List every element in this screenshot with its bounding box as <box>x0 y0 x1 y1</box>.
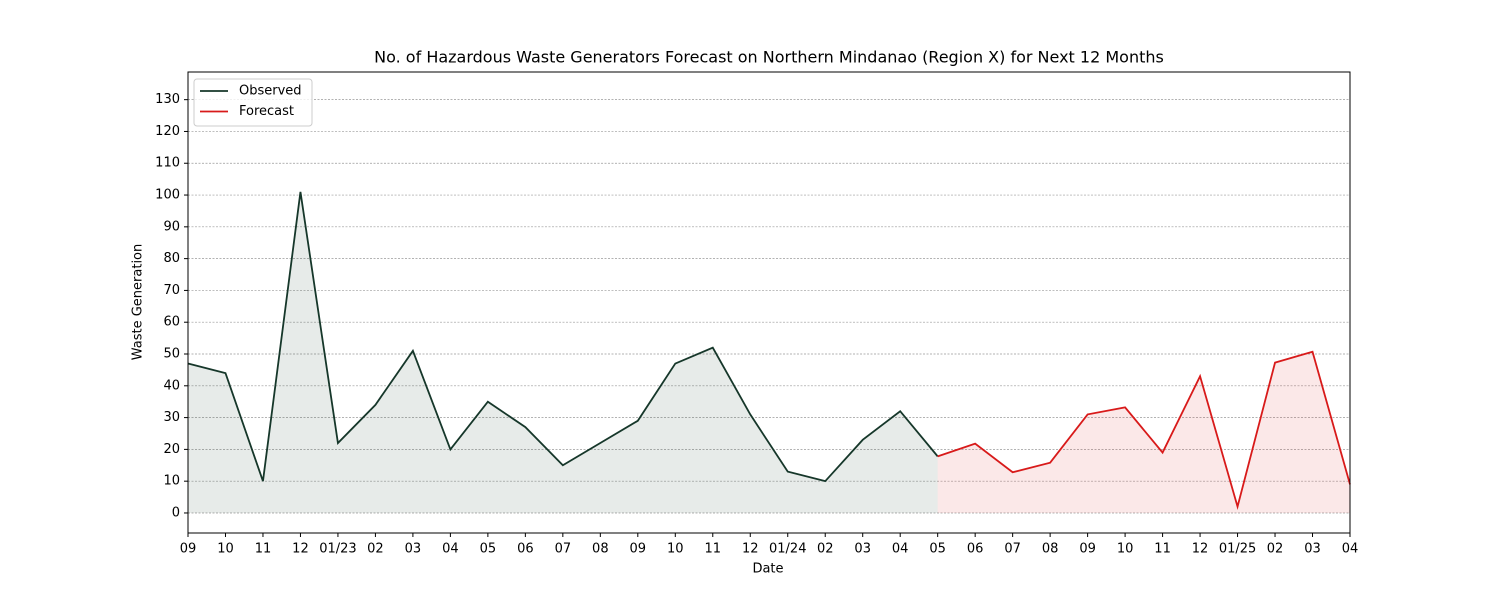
y-tick-label: 0 <box>172 505 180 520</box>
x-tick-label: 02 <box>1267 542 1284 557</box>
area <box>188 191 938 513</box>
plot-frame <box>187 71 1351 534</box>
y-axis-label: Waste Generation <box>131 244 146 361</box>
x-tick-label: 04 <box>892 542 909 557</box>
x-tick-label: 01/25 <box>1219 542 1256 557</box>
chart-title: No. of Hazardous Waste Generators Foreca… <box>374 48 1164 67</box>
x-tick-label: 09 <box>1079 542 1096 557</box>
x-tick-label: 12 <box>292 542 309 557</box>
x-tick-label: 08 <box>1042 542 1059 557</box>
y-tick-label: 30 <box>163 410 180 425</box>
x-axis-label: Date <box>752 562 783 577</box>
x-tick-label: 02 <box>817 542 834 557</box>
x-tick-label: 10 <box>217 542 234 557</box>
x-tick-label: 05 <box>929 542 946 557</box>
x-tick-label: 12 <box>742 542 759 557</box>
x-tick-label: 03 <box>1304 542 1321 557</box>
line <box>187 191 939 483</box>
y-tick-label: 20 <box>163 442 180 457</box>
x-tick-label: 07 <box>1004 542 1021 557</box>
x-tick-label: 04 <box>1342 542 1359 557</box>
y-tick-label: 120 <box>155 124 180 139</box>
x-tick-label: 03 <box>405 542 422 557</box>
x-tick-label: 05 <box>480 542 497 557</box>
y-tick-label: 110 <box>155 156 180 171</box>
y-tick-label: 40 <box>163 378 180 393</box>
x-tick-label: 09 <box>630 542 647 557</box>
x-tick-label: 06 <box>517 542 534 557</box>
y-tick-label: 50 <box>163 347 180 362</box>
x-tick-label: 04 <box>442 542 459 557</box>
area <box>937 351 1350 513</box>
x-tick-label: 06 <box>967 542 984 557</box>
x-tick-label: 08 <box>592 542 609 557</box>
x-tick-label: 07 <box>555 542 572 557</box>
line <box>937 350 1351 511</box>
x-tick-label: 02 <box>367 542 384 557</box>
y-tick-label: 10 <box>163 474 180 489</box>
y-tick-label: 130 <box>155 92 180 107</box>
y-tick-label: 70 <box>163 283 180 298</box>
x-tick-label: 03 <box>854 542 871 557</box>
y-tick-label: 80 <box>163 251 180 266</box>
x-tick-label: 12 <box>1192 542 1209 557</box>
x-tick-label: 11 <box>1154 542 1171 557</box>
x-tick-label: 10 <box>1117 542 1134 557</box>
y-tick-label: 100 <box>155 188 180 203</box>
x-tick-label: 11 <box>255 542 272 557</box>
x-tick-label: 11 <box>705 542 722 557</box>
y-tick-label: 90 <box>163 219 180 234</box>
x-tick-label: 01/23 <box>319 542 356 557</box>
x-tick-label: 09 <box>180 542 197 557</box>
x-tick-label: 01/24 <box>769 542 806 557</box>
legend-label: Forecast <box>239 104 294 119</box>
legend-label: Observed <box>239 84 302 99</box>
x-tick-label: 10 <box>667 542 684 557</box>
y-tick-label: 60 <box>163 315 180 330</box>
